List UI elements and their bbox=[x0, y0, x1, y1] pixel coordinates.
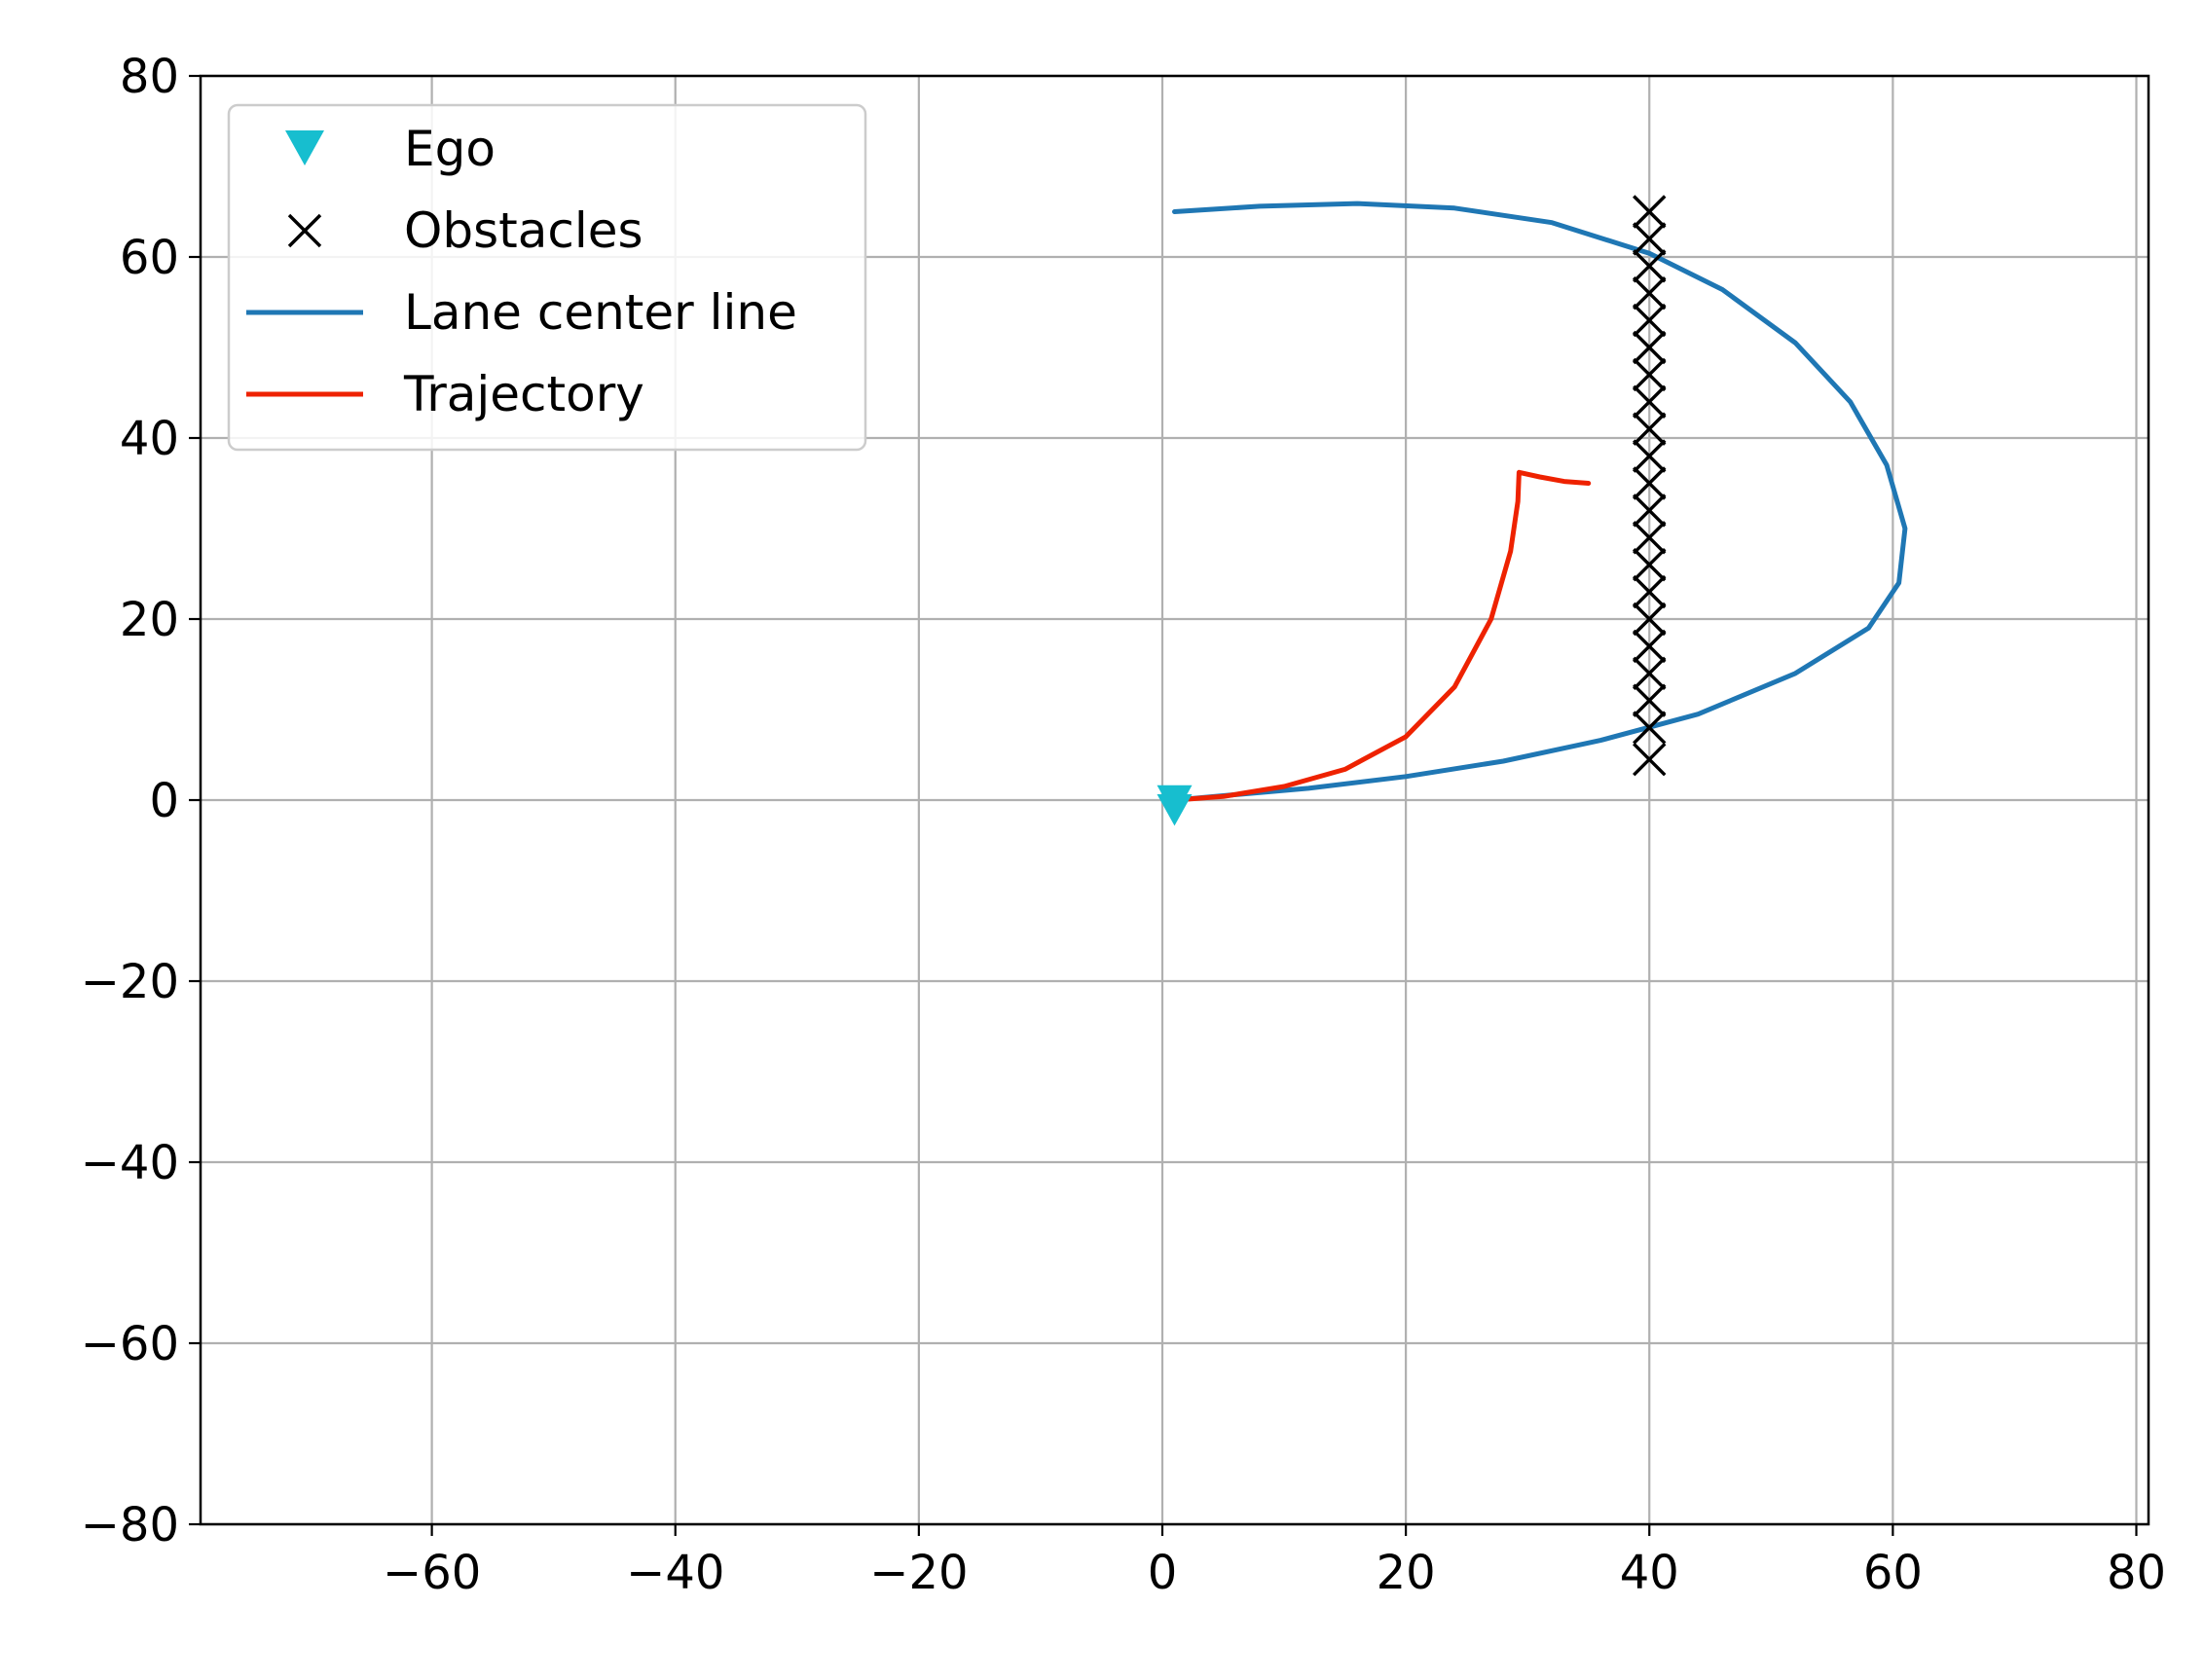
obstacle-marker-stroke-b bbox=[1633, 711, 1667, 745]
legend-label-lane-center-line: Lane center line bbox=[404, 284, 797, 341]
obstacle-marker bbox=[1633, 711, 1667, 745]
obstacle-marker bbox=[1633, 384, 1667, 420]
obstacle-marker-stroke-b bbox=[1633, 602, 1667, 637]
legend: Ego Obstacles Lane center line Trajectory bbox=[227, 103, 867, 452]
obstacle-marker-stroke-b bbox=[1633, 303, 1667, 338]
obstacle-marker-stroke-b bbox=[1633, 742, 1667, 777]
obstacle-marker bbox=[1633, 629, 1667, 664]
legend-label-trajectory: Trajectory bbox=[403, 366, 644, 422]
y-tick-label: 0 bbox=[149, 774, 179, 828]
x-tick-label: 40 bbox=[1620, 1546, 1679, 1600]
obstacle-marker-stroke-b bbox=[1633, 683, 1667, 717]
obstacle-marker bbox=[1633, 222, 1667, 256]
obstacle-marker-stroke-b bbox=[1633, 357, 1667, 392]
obstacle-marker-stroke-b bbox=[1633, 574, 1667, 609]
obstacle-marker-stroke-b bbox=[1633, 656, 1667, 691]
obstacle-marker-stroke-b bbox=[1633, 222, 1667, 256]
y-tick-label: −80 bbox=[81, 1498, 179, 1552]
series-layer bbox=[1157, 195, 1908, 826]
y-tick-label: 60 bbox=[120, 231, 179, 285]
x-tick-label: 80 bbox=[2107, 1546, 2166, 1600]
legend-swatch-obstacles-stroke-b bbox=[287, 213, 322, 248]
legend-swatch-obstacles bbox=[287, 213, 322, 248]
obstacle-marker bbox=[1633, 547, 1667, 582]
lane-center-line-series bbox=[1172, 201, 1908, 803]
x-tick-label: 0 bbox=[1148, 1546, 1178, 1600]
x-tick-label: −20 bbox=[869, 1546, 968, 1600]
obstacle-marker-stroke-b bbox=[1633, 412, 1667, 446]
obstacle-marker bbox=[1633, 521, 1667, 555]
obstacle-marker bbox=[1633, 330, 1667, 365]
x-tick-label: 60 bbox=[1863, 1546, 1923, 1600]
obstacle-marker bbox=[1633, 466, 1667, 500]
x-tick-label: −40 bbox=[626, 1546, 724, 1600]
obstacle-marker bbox=[1633, 683, 1667, 717]
obstacle-marker-stroke-b bbox=[1633, 384, 1667, 420]
legend-label-ego: Ego bbox=[404, 121, 496, 177]
obstacle-marker-stroke-b bbox=[1633, 466, 1667, 500]
obstacle-marker-stroke-b bbox=[1633, 547, 1667, 582]
obstacle-marker bbox=[1633, 439, 1667, 473]
y-tick-label: −20 bbox=[81, 955, 179, 1009]
y-tick-label: 80 bbox=[120, 50, 179, 104]
obstacle-marker-stroke-b bbox=[1633, 249, 1667, 283]
obstacle-marker-stroke-b bbox=[1633, 629, 1667, 664]
ego-marker bbox=[1157, 794, 1193, 826]
legend-entries: Ego Obstacles Lane center line Trajectory bbox=[246, 121, 797, 422]
legend-swatch-ego bbox=[285, 130, 324, 165]
obstacle-marker bbox=[1633, 249, 1667, 283]
x-tick-label: 20 bbox=[1377, 1546, 1436, 1600]
legend-box bbox=[227, 103, 867, 452]
obstacle-marker-stroke-b bbox=[1633, 493, 1667, 528]
y-tick-label: −40 bbox=[81, 1136, 179, 1190]
obstacle-marker bbox=[1633, 357, 1667, 392]
obstacle-marker bbox=[1633, 742, 1667, 777]
obstacle-marker-stroke-b bbox=[1633, 195, 1667, 229]
obstacle-marker bbox=[1633, 656, 1667, 691]
obstacle-marker bbox=[1633, 412, 1667, 446]
y-tick-label: 40 bbox=[120, 412, 179, 466]
obstacle-marker bbox=[1633, 493, 1667, 528]
obstacle-marker bbox=[1633, 574, 1667, 609]
trajectory-series bbox=[1172, 469, 1592, 803]
obstacle-marker-stroke-b bbox=[1633, 330, 1667, 365]
y-tick-label: 20 bbox=[120, 593, 179, 647]
obstacle-marker bbox=[1633, 195, 1667, 229]
x-tick-label: −60 bbox=[383, 1546, 481, 1600]
y-tick-label: −60 bbox=[81, 1317, 179, 1371]
obstacle-marker bbox=[1633, 602, 1667, 637]
legend-label-obstacles: Obstacles bbox=[404, 202, 643, 259]
ticks: −60 −40 −20 0 20 40 60 80 −80 −60 −40 −20 0 20 40 60 80 bbox=[81, 50, 2166, 1600]
obstacle-marker-stroke-b bbox=[1633, 275, 1667, 310]
obstacle-marker bbox=[1633, 303, 1667, 338]
obstacle-marker-stroke-b bbox=[1633, 439, 1667, 473]
obstacle-marker bbox=[1633, 275, 1667, 310]
obstacle-marker-stroke-b bbox=[1633, 521, 1667, 555]
